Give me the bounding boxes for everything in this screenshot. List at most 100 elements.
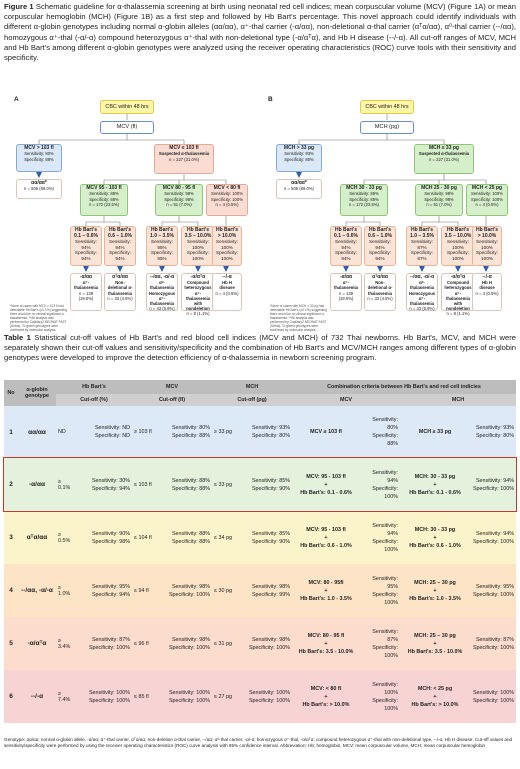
mcv-cutoff: ≤ 96 fl [134,640,149,647]
hbb-cutoff: ≥ 7.4% [58,690,71,703]
combo-mcv-range: MCV: < 80 fl [310,685,342,692]
mch-sensitivity: Sensitivity: 85% [251,477,290,484]
panel-b-result-box: --/-α Hb H disease n = 4 (0.5%) [472,273,502,311]
combo-mch-range: MCH: 30 - 33 pg [414,473,456,480]
hbb-specificity: Specificity: ND [94,433,130,439]
hbb-sensitivity: Sensitivity: 30% [91,477,130,484]
col-mcv: MCV [166,384,178,390]
result-genotype: αᵀα/αα [112,274,128,280]
combo-mcv-sensitivity: Sensitivity: 95% [372,575,398,590]
combo-mcv-range: MCV: 80 - 95fl [308,579,344,586]
result-diagnosis: Compound heterozygous α⁺-thalassemia wit… [444,280,472,312]
panel-b-result-box: --/αα, -α/-α α⁰-thalassemia Homozygous α… [406,273,438,311]
panel-a-mid-title: MCV < 80 fl [213,185,241,191]
hbb-range: 0.6 – 1.0% [368,232,392,239]
combo-mcv-hbb: Hb Bart's: > 10.0% [302,701,350,708]
hbb-specificity: Specificity: 94% [91,485,130,492]
panel-b-result-box: -α/αα α⁺-thalassemia n = 139 (19.0%) [330,273,362,311]
hbb-range: 0.1 – 0.6% [74,232,98,239]
table-subheader-row: Cut-off (%) Cut-off (fl) Cut-off (pg) MC… [4,394,516,406]
result-n: n = 8 (1.1%) [446,311,470,317]
mch-specificity: Specificity: 80% [251,433,290,439]
mch-sensitivity: Sensitivity: 93% [251,425,290,431]
row-number: 2 [9,481,13,488]
combo-mch-hbb: Hb Bart's: 0.6 - 1.0% [409,542,461,549]
figure-caption-label: Figure 1 [4,2,34,11]
panel-a-hbb-box: Hb Bart's 0.1 – 0.6% Sensitivity: 94% Sp… [70,226,102,266]
plus-sign: + [324,481,328,488]
table-footnote: Genotype: αα/αα; normal α-globin allele,… [4,737,513,749]
combo-mcv-specificity: Specificity: 88% [372,433,398,447]
col-combination: Combination criteria between Hb Bart's a… [327,384,481,390]
hbb-spec: Specificity: 100% [476,250,498,261]
combo-mcv-sensitivity: Sensitivity: 94% [372,469,398,484]
panel-a-mid-title: MCV 80 - 95 fl [162,185,196,191]
hbb-sens: Sensitivity: 94% [335,239,357,250]
panel-a-result-box: -α/αᵀα Compound heterozygous α⁺-thalasse… [181,273,215,316]
panel-a-mid-title: MCV 95 - 103 fl [86,185,122,191]
hbb-label: Hb Bart's [410,227,434,233]
panel-a-hbb-box: Hb Bart's 1.0 – 3.5% Sensitivity: 95% Sp… [146,226,178,266]
panel-a-mid-spec: Specificity: 100% [211,196,243,202]
result-genotype: --/αα, -α/-α [149,274,175,280]
mcv-specificity: Specificity: 100% [168,697,210,704]
row-number: 5 [9,640,13,647]
col-hbb-cutoff: Cut-off (%) [80,397,108,403]
table-caption: Table 1 Statistical cut-off values of Hb… [4,333,516,364]
panel-a-low-title: MCV ≤ 103 fl [169,145,199,151]
panel-a-result-box: --/-α Hb H disease n = 4 (0.5%) [212,273,242,311]
result-diagnosis: α⁰-thalassemia Homozygous α⁺-thalassemia [148,280,176,307]
combo-mcv-hbb: Hb Bart's: 0.1 - 0.6% [300,489,352,496]
panel-b-mid-n: n = 172 (23.5%) [349,202,379,208]
row-number: 3 [9,534,13,541]
panel-b-high-result: αα/αα* n = 505 (69.0%) [276,179,322,199]
mcv-cutoff: ≤ 104 fl [134,534,152,541]
table-row: 3 αᵀα/αα ≥ 0.5% Sensitivity: 90% Specificity… [4,511,516,564]
hbb-label: Hb Bart's [150,227,174,233]
plus-sign: + [324,534,328,541]
hbb-label: Hb Bart's [108,227,132,233]
hbb-label: Hb Bart's [446,227,470,233]
panel-a-mid-box: MCV 95 - 103 fl Sensitivity: 88% Specifi… [80,184,128,216]
combo-mcv-specificity: Specificity: 100% [372,538,398,553]
result-genotype: --/αα, -α/-α [409,274,435,280]
plus-sign: + [324,693,328,700]
plus-sign: + [433,481,437,488]
table-row: 2 -α/αα ≥ 0.1% Sensitivity: 30% Specificity:… [3,457,517,512]
hbb-specificity: Specificity: 94% [91,591,130,598]
combo-mch-range: MCH: 25 – 30 pg [414,579,456,586]
combo-mch-sensitivity: Sensitivity: 94% [475,530,514,537]
result-genotype: -α/αα [79,274,93,280]
hbb-range: > 10.0% [477,232,497,239]
hbb-range: 1.0 – 3.5% [150,232,174,239]
panel-b-high-genotype: αα/αα* [291,180,307,186]
panel-a-mid-sens: Sensitivity: 98% [164,191,194,197]
mch-cutoff: ≥ 33 pg [214,429,232,435]
row-number: 6 [9,693,13,700]
row-genotype: -α/αᵀα [27,640,47,647]
mch-cutoff: ≤ 27 pg [214,693,232,700]
hbb-sensitivity: Sensitivity: 100% [88,689,130,696]
col-hbb: Hb Bart's [82,384,106,390]
hbb-spec: Specificity: 87% [411,250,433,261]
mcv-sensitivity: Sensitivity: 98% [171,583,210,590]
result-n: n = 4 (0.5%) [475,290,499,296]
hbb-spec: Specificity: 95% [151,250,173,261]
panel-b-mid-spec: Specificity: 100% [471,196,503,202]
mch-sensitivity: Sensitivity: 98% [251,583,290,590]
result-genotype: αᵀα/αα [372,274,388,280]
col-combo-mcv: MCV [340,397,352,403]
panel-b-index-box: MCH (pg) [360,121,414,134]
hbb-sensitivity: Sensitivity: 87% [91,636,130,643]
panel-b-label: B [268,96,273,103]
hbb-sensitivity: Sensitivity: ND [94,425,130,431]
hbb-cutoff: ≥ 3.4% [58,637,71,650]
result-genotype: -α/αᵀα [190,274,206,280]
hbb-range: 3.5 – 10.0% [184,232,212,239]
panel-b-low-title: MCH ≤ 33 pg [429,145,459,151]
panel-b-cbc-box: CBC within 48 hrs [360,100,414,114]
col-genotype: α-globin genotype [25,387,49,399]
result-n: n = 33 (4.5%) [367,295,393,301]
col-combo-mch: MCH [451,397,465,403]
table-row: 5 -α/αᵀα ≥ 3.4% Sensitivity: 87% Specificity… [4,617,516,670]
